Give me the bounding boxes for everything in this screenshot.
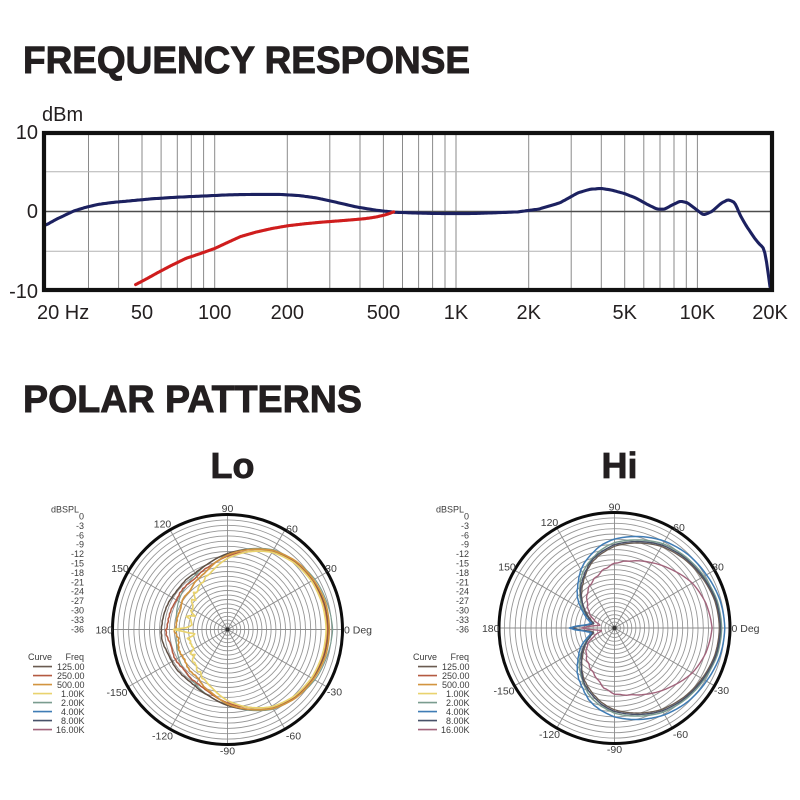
svg-text:-21: -21: [71, 577, 84, 587]
svg-text:10K: 10K: [680, 302, 716, 324]
svg-text:Curve: Curve: [28, 652, 52, 662]
svg-text:60: 60: [673, 522, 685, 534]
svg-text:-24: -24: [456, 587, 469, 597]
svg-text:180: 180: [482, 623, 500, 635]
svg-text:-27: -27: [456, 596, 469, 606]
svg-text:-12: -12: [456, 549, 469, 559]
svg-text:-33: -33: [456, 615, 469, 625]
svg-text:125.00: 125.00: [57, 662, 85, 672]
svg-text:120: 120: [541, 517, 559, 529]
svg-text:200: 200: [271, 302, 304, 324]
svg-text:125.00: 125.00: [442, 662, 470, 672]
svg-text:60: 60: [286, 524, 298, 536]
svg-text:150: 150: [111, 563, 129, 575]
svg-text:4.00K: 4.00K: [446, 707, 470, 717]
svg-text:-15: -15: [456, 559, 469, 569]
svg-text:30: 30: [712, 562, 724, 574]
svg-text:-18: -18: [71, 568, 84, 578]
svg-text:-10: -10: [9, 281, 38, 303]
svg-text:1.00K: 1.00K: [446, 689, 470, 699]
svg-text:10: 10: [16, 122, 38, 144]
svg-text:-150: -150: [106, 687, 127, 699]
svg-text:4.00K: 4.00K: [61, 707, 85, 717]
svg-text:150: 150: [498, 562, 516, 574]
svg-text:20K: 20K: [752, 302, 788, 324]
svg-text:dBm: dBm: [42, 104, 83, 126]
svg-text:-33: -33: [71, 615, 84, 625]
svg-text:Lo: Lo: [211, 445, 255, 486]
svg-text:0 Deg: 0 Deg: [344, 625, 372, 637]
svg-text:-120: -120: [539, 729, 560, 741]
svg-text:-18: -18: [456, 568, 469, 578]
svg-text:-3: -3: [461, 521, 469, 531]
svg-text:-15: -15: [71, 559, 84, 569]
svg-text:-6: -6: [76, 530, 84, 540]
svg-text:500.00: 500.00: [442, 680, 470, 690]
svg-text:50: 50: [131, 302, 153, 324]
svg-text:-27: -27: [71, 596, 84, 606]
svg-text:-36: -36: [71, 624, 84, 634]
svg-text:-9: -9: [76, 540, 84, 550]
svg-text:Hi: Hi: [602, 445, 638, 486]
svg-text:-3: -3: [76, 521, 84, 531]
svg-text:-9: -9: [461, 540, 469, 550]
svg-text:-150: -150: [493, 685, 514, 697]
svg-text:-120: -120: [152, 731, 173, 743]
svg-text:16.00K: 16.00K: [441, 725, 470, 735]
svg-text:30: 30: [325, 563, 337, 575]
svg-text:-30: -30: [327, 687, 342, 699]
svg-text:POLAR PATTERNS: POLAR PATTERNS: [23, 379, 362, 421]
svg-text:250.00: 250.00: [57, 671, 85, 681]
svg-text:-30: -30: [456, 606, 469, 616]
svg-text:90: 90: [222, 503, 234, 515]
svg-text:Freq: Freq: [450, 652, 469, 662]
svg-text:-60: -60: [286, 731, 301, 743]
svg-text:Freq: Freq: [65, 652, 84, 662]
svg-text:180: 180: [95, 625, 113, 637]
svg-text:100: 100: [198, 302, 231, 324]
svg-text:-90: -90: [220, 746, 235, 758]
svg-text:2K: 2K: [516, 302, 541, 324]
svg-text:FREQUENCY RESPONSE: FREQUENCY RESPONSE: [23, 40, 470, 82]
svg-text:500: 500: [367, 302, 400, 324]
svg-text:1K: 1K: [444, 302, 469, 324]
svg-text:5K: 5K: [612, 302, 637, 324]
svg-text:8.00K: 8.00K: [61, 716, 85, 726]
svg-text:-12: -12: [71, 549, 84, 559]
svg-text:250.00: 250.00: [442, 671, 470, 681]
svg-text:1.00K: 1.00K: [61, 689, 85, 699]
svg-text:Curve: Curve: [413, 652, 437, 662]
svg-text:-21: -21: [456, 577, 469, 587]
svg-text:0: 0: [79, 512, 84, 522]
svg-text:20 Hz: 20 Hz: [37, 302, 89, 324]
svg-text:2.00K: 2.00K: [446, 698, 470, 708]
svg-text:-30: -30: [71, 606, 84, 616]
svg-text:0: 0: [464, 512, 469, 522]
svg-text:90: 90: [609, 502, 621, 514]
svg-text:0 Deg: 0 Deg: [732, 623, 760, 635]
svg-text:-24: -24: [71, 587, 84, 597]
svg-text:16.00K: 16.00K: [56, 725, 85, 735]
svg-text:500.00: 500.00: [57, 680, 85, 690]
svg-text:dBSPL: dBSPL: [436, 505, 464, 515]
svg-text:-60: -60: [673, 729, 688, 741]
svg-text:0: 0: [27, 201, 38, 223]
svg-text:8.00K: 8.00K: [446, 716, 470, 726]
svg-text:-6: -6: [461, 530, 469, 540]
svg-text:-36: -36: [456, 624, 469, 634]
svg-text:-90: -90: [607, 744, 622, 756]
svg-text:2.00K: 2.00K: [61, 698, 85, 708]
svg-text:dBSPL: dBSPL: [51, 505, 79, 515]
svg-text:-30: -30: [714, 685, 729, 697]
svg-text:120: 120: [154, 519, 172, 531]
